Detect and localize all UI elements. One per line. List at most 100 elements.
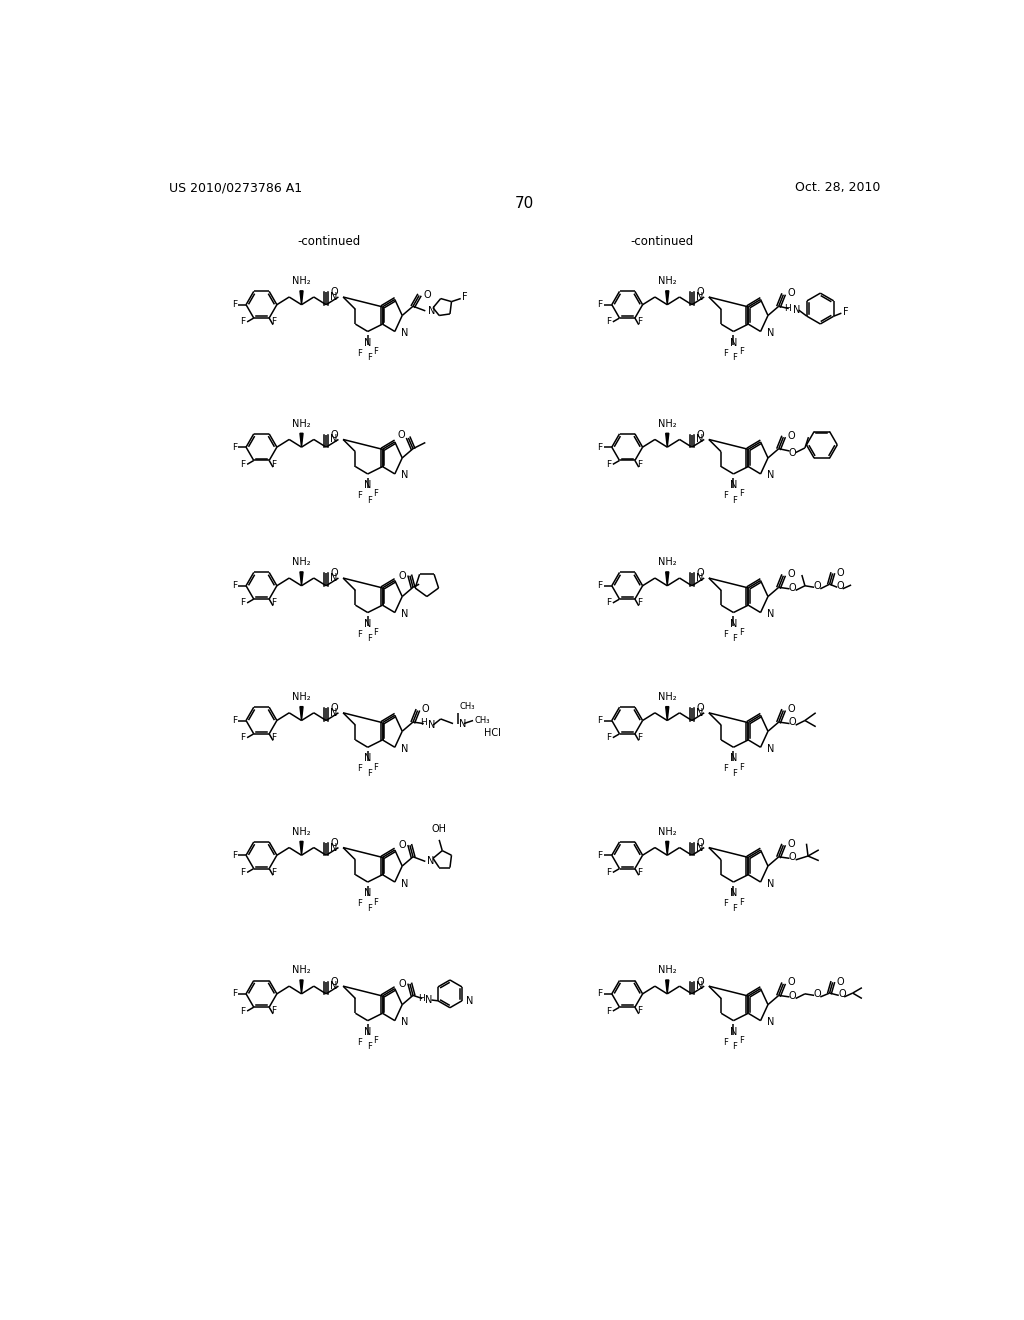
Text: N: N	[767, 1018, 774, 1027]
Text: US 2010/0273786 A1: US 2010/0273786 A1	[169, 181, 302, 194]
Text: N: N	[793, 305, 800, 315]
Text: NH₂: NH₂	[292, 276, 311, 286]
Text: O: O	[696, 838, 705, 847]
Text: F: F	[271, 1006, 276, 1015]
Text: N: N	[401, 879, 409, 888]
Text: F: F	[606, 733, 611, 742]
Text: O: O	[787, 288, 795, 298]
Text: 70: 70	[515, 195, 535, 211]
Text: O: O	[788, 582, 797, 593]
Text: F: F	[738, 1036, 743, 1045]
Text: F: F	[271, 867, 276, 876]
Text: F: F	[597, 851, 602, 859]
Text: O: O	[422, 704, 429, 714]
Text: NH₂: NH₂	[292, 557, 311, 568]
Text: O: O	[696, 430, 705, 440]
Polygon shape	[300, 841, 303, 855]
Text: N: N	[401, 470, 409, 480]
Text: N: N	[730, 1027, 737, 1036]
Text: N: N	[365, 338, 372, 347]
Text: F: F	[241, 317, 246, 326]
Text: O: O	[696, 569, 705, 578]
Text: F: F	[241, 869, 246, 876]
Text: F: F	[606, 1007, 611, 1015]
Polygon shape	[300, 433, 303, 447]
Text: O: O	[787, 838, 795, 849]
Polygon shape	[300, 572, 303, 586]
Text: O: O	[837, 977, 844, 987]
Text: O: O	[838, 989, 846, 999]
Text: F: F	[732, 770, 737, 777]
Text: O: O	[696, 704, 705, 713]
Text: F: F	[738, 898, 743, 907]
Text: F: F	[732, 1043, 737, 1051]
Polygon shape	[666, 706, 669, 721]
Text: F: F	[373, 763, 378, 772]
Text: -continued: -continued	[630, 235, 693, 248]
Text: O: O	[423, 290, 431, 301]
Text: O: O	[788, 853, 797, 862]
Text: F: F	[231, 990, 237, 998]
Text: F: F	[271, 598, 276, 607]
Text: F: F	[738, 490, 743, 499]
Text: O: O	[788, 447, 797, 458]
Text: N: N	[696, 708, 703, 718]
Text: NH₂: NH₂	[658, 276, 677, 286]
Text: N: N	[401, 609, 409, 619]
Text: OH: OH	[432, 824, 446, 834]
Text: F: F	[732, 495, 737, 504]
Text: F: F	[231, 715, 237, 725]
Text: O: O	[331, 977, 338, 986]
Text: N: N	[730, 338, 737, 347]
Text: H: H	[421, 718, 427, 727]
Text: F: F	[606, 459, 611, 469]
Text: F: F	[738, 763, 743, 772]
Polygon shape	[666, 433, 669, 447]
Text: N: N	[767, 879, 774, 888]
Text: N: N	[696, 981, 703, 991]
Text: F: F	[357, 764, 362, 774]
Text: O: O	[787, 569, 795, 579]
Text: F: F	[367, 1043, 372, 1051]
Text: N: N	[696, 292, 703, 302]
Text: O: O	[788, 991, 797, 1001]
Text: F: F	[231, 442, 237, 451]
Text: F: F	[357, 1038, 362, 1047]
Text: O: O	[837, 581, 844, 591]
Text: -continued: -continued	[298, 235, 360, 248]
Text: F: F	[637, 867, 642, 876]
Text: F: F	[597, 581, 602, 590]
Text: F: F	[637, 459, 642, 469]
Text: O: O	[398, 841, 407, 850]
Text: O: O	[787, 430, 795, 441]
Text: NH₂: NH₂	[292, 418, 311, 429]
Text: F: F	[637, 733, 642, 742]
Text: N: N	[730, 619, 737, 628]
Text: F: F	[241, 733, 246, 742]
Text: F: F	[732, 634, 737, 643]
Polygon shape	[666, 572, 669, 586]
Text: N: N	[331, 981, 338, 991]
Polygon shape	[666, 290, 669, 305]
Text: O: O	[398, 570, 407, 581]
Text: N: N	[459, 718, 467, 729]
Text: N: N	[331, 292, 338, 302]
Text: F: F	[723, 630, 728, 639]
Text: F: F	[373, 628, 378, 638]
Text: Oct. 28, 2010: Oct. 28, 2010	[796, 181, 881, 194]
Text: N: N	[365, 1027, 372, 1036]
Text: O: O	[397, 430, 406, 440]
Text: N: N	[365, 888, 372, 898]
Text: F: F	[357, 491, 362, 500]
Text: N: N	[365, 480, 372, 490]
Text: N: N	[767, 329, 774, 338]
Text: F: F	[373, 490, 378, 499]
Text: F: F	[606, 869, 611, 876]
Text: NH₂: NH₂	[658, 965, 677, 975]
Text: F: F	[606, 317, 611, 326]
Text: NH₂: NH₂	[292, 826, 311, 837]
Text: N: N	[365, 619, 372, 628]
Text: F: F	[597, 990, 602, 998]
Text: O: O	[813, 581, 821, 591]
Text: F: F	[241, 598, 246, 607]
